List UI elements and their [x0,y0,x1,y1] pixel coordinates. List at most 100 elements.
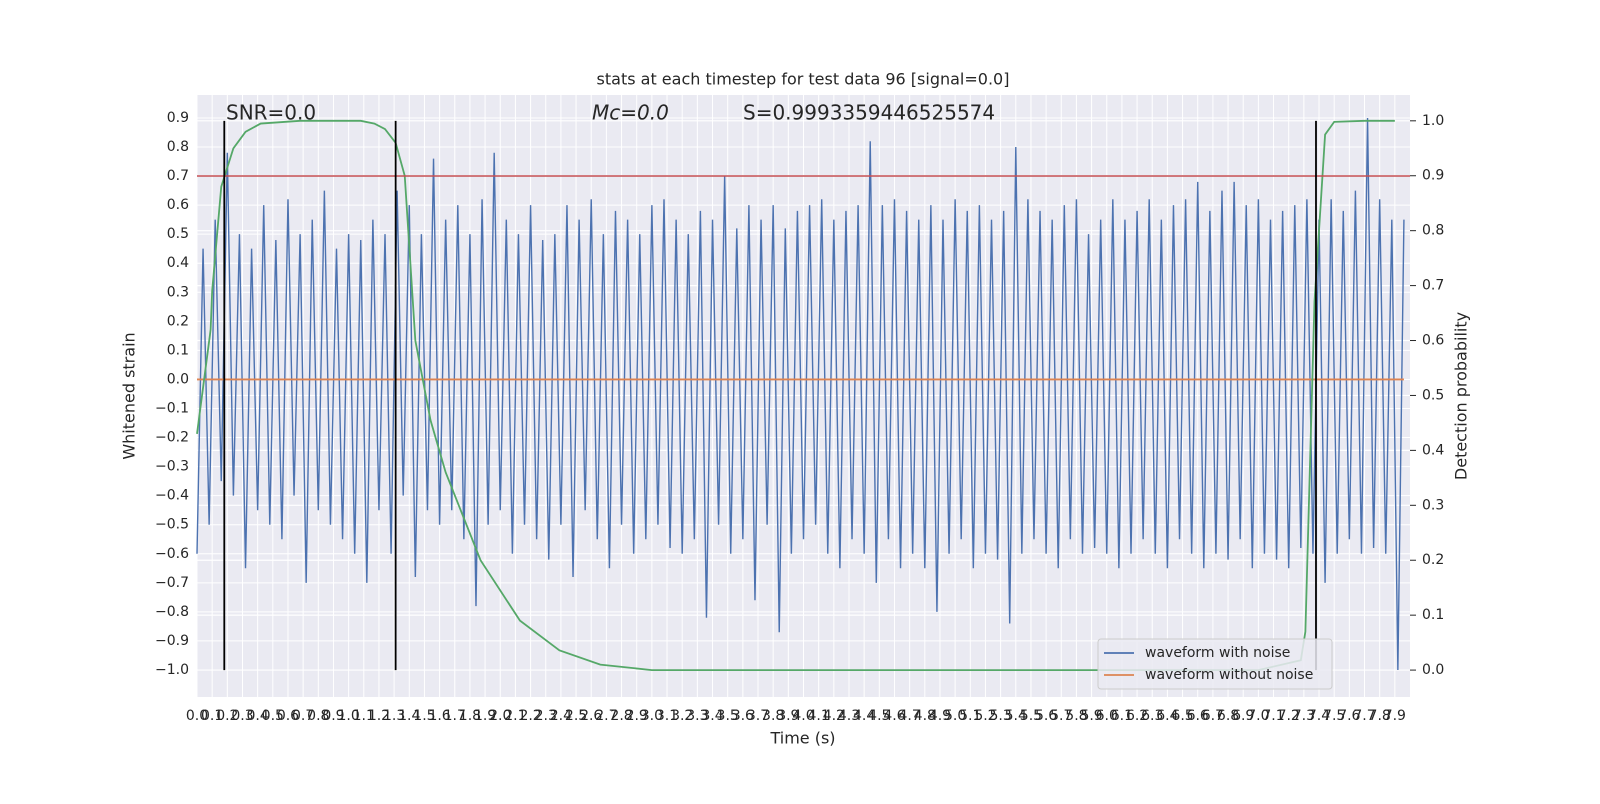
y-axis-label: Whitened strain [120,332,139,459]
x-tick-label: 0.8 [307,708,329,724]
x-tick-label: 5.3 [989,708,1011,724]
x-tick-label: 7.9 [1384,708,1406,724]
y-tick-label: −0.1 [155,400,189,416]
x-tick-label: 7.8 [1369,708,1391,724]
x-tick-label: 4.5 [868,708,890,724]
x-tick-label: 6.8 [1217,708,1239,724]
x-tick-label: 2.0 [489,708,511,724]
series-line [196,119,1395,671]
x-tick-label: 7.0 [1247,708,1269,724]
x-tick-label: 2.6 [580,708,602,724]
y-tick-label: −0.5 [155,517,189,533]
x-tick-label: 7.3 [1293,708,1315,724]
y-tick-label: 0.3 [167,284,189,300]
y2-axis-label: Detection probability [1452,312,1471,480]
x-tick-label: 2.7 [595,708,617,724]
x-tick-label: 3.7 [747,708,769,724]
x-tick-label: 0.1 [201,708,223,724]
x-tick-label: 1.7 [444,708,466,724]
y-tick-label: −0.7 [155,575,189,591]
x-tick-label: 0.4 [247,708,269,724]
y-tick-label: −0.3 [155,459,189,475]
x-tick-label: 6.1 [1111,708,1133,724]
x-tick-label: 7.5 [1323,708,1345,724]
x-tick-label: 4.4 [853,708,875,724]
y-tick-label: −0.9 [155,633,189,649]
x-tick-label: 1.5 [413,708,435,724]
x-tick-label: 2.1 [504,708,526,724]
x-tick-label: 0.7 [292,708,314,724]
x-tick-label: 4.1 [808,708,830,724]
legend-label: waveform with noise [1145,645,1290,661]
x-tick-label: 1.2 [368,708,390,724]
x-tick-label: 3.3 [686,708,708,724]
x-tick-label: 3.4 [701,708,723,724]
x-tick-label: 1.3 [383,708,405,724]
marks [196,117,1410,671]
y-tick-label: 0.1 [167,342,189,358]
x-tick-label: 4.0 [792,708,814,724]
x-tick-label: 0.3 [231,708,253,724]
x-tick-label: 3.2 [671,708,693,724]
y-tick-label: 0.6 [167,197,189,213]
annotation: SNR=0.0 [226,101,316,125]
x-tick-label: 2.8 [610,708,632,724]
x-tick-label: 2.9 [626,708,648,724]
x-tick-label: 5.7 [1050,708,1072,724]
x-tick-label: 4.3 [838,708,860,724]
x-tick-label: 3.6 [732,708,754,724]
x-tick-label: 5.0 [944,708,966,724]
x-tick-label: 1.4 [398,708,420,724]
x-tick-label: 6.5 [1171,708,1193,724]
x-tick-label: 6.9 [1232,708,1254,724]
y-tick-label: 0.4 [167,255,189,271]
x-tick-label: 0.9 [322,708,344,724]
y2-tick-label: 0.2 [1422,552,1444,568]
x-tick-label: 1.8 [459,708,481,724]
x-tick-label: 6.7 [1202,708,1224,724]
x-tick-label: 7.6 [1338,708,1360,724]
y-tick-label: 0.0 [167,371,189,387]
x-tick-label: 4.9 [929,708,951,724]
legend-box [1097,638,1333,690]
x-tick-label: 5.5 [1020,708,1042,724]
y-tick-label: −0.6 [155,546,189,562]
y-tick-label: 0.5 [167,226,189,242]
y2-tick-label: 0.0 [1422,662,1444,678]
x-tick-label: 1.9 [474,708,496,724]
x-tick-label: 2.5 [565,708,587,724]
y-tick-label: −1.0 [155,662,189,678]
annotation: S=0.9993359446525574 [743,101,995,125]
x-tick-label: 3.5 [717,708,739,724]
x-tick-label: 3.8 [762,708,784,724]
x-tick-label: 2.2 [519,708,541,724]
x-tick-label: 2.3 [535,708,557,724]
x-tick-label: 5.6 [1035,708,1057,724]
y2-tick-label: 0.3 [1422,497,1444,513]
y2-tick-label: 0.4 [1422,442,1444,458]
x-tick-label: 4.8 [914,708,936,724]
x-tick-label: 4.7 [899,708,921,724]
x-tick-label: 7.2 [1278,708,1300,724]
x-tick-label: 1.0 [337,708,359,724]
x-tick-label: 5.8 [1065,708,1087,724]
x-tick-label: 2.4 [550,708,572,724]
x-tick-label: 7.4 [1308,708,1330,724]
x-tick-label: 6.6 [1187,708,1209,724]
x-tick-label: 3.1 [656,708,678,724]
x-tick-label: 4.2 [823,708,845,724]
x-tick-label: 6.0 [1096,708,1118,724]
x-tick-label: 4.6 [883,708,905,724]
x-tick-label: 6.3 [1141,708,1163,724]
y2-tick-label: 1.0 [1422,113,1444,129]
y2-tick-label: 0.1 [1422,607,1444,623]
x-tick-label: 6.4 [1156,708,1178,724]
x-tick-label: 3.0 [641,708,663,724]
x-tick-label: 0.0 [186,708,208,724]
x-axis-label: Time (s) [769,729,835,748]
x-tick-label: 5.1 [959,708,981,724]
x-tick-label: 6.2 [1126,708,1148,724]
chart-title: stats at each timestep for test data 96 … [597,70,1010,89]
y-tick-label: 0.9 [167,110,189,126]
